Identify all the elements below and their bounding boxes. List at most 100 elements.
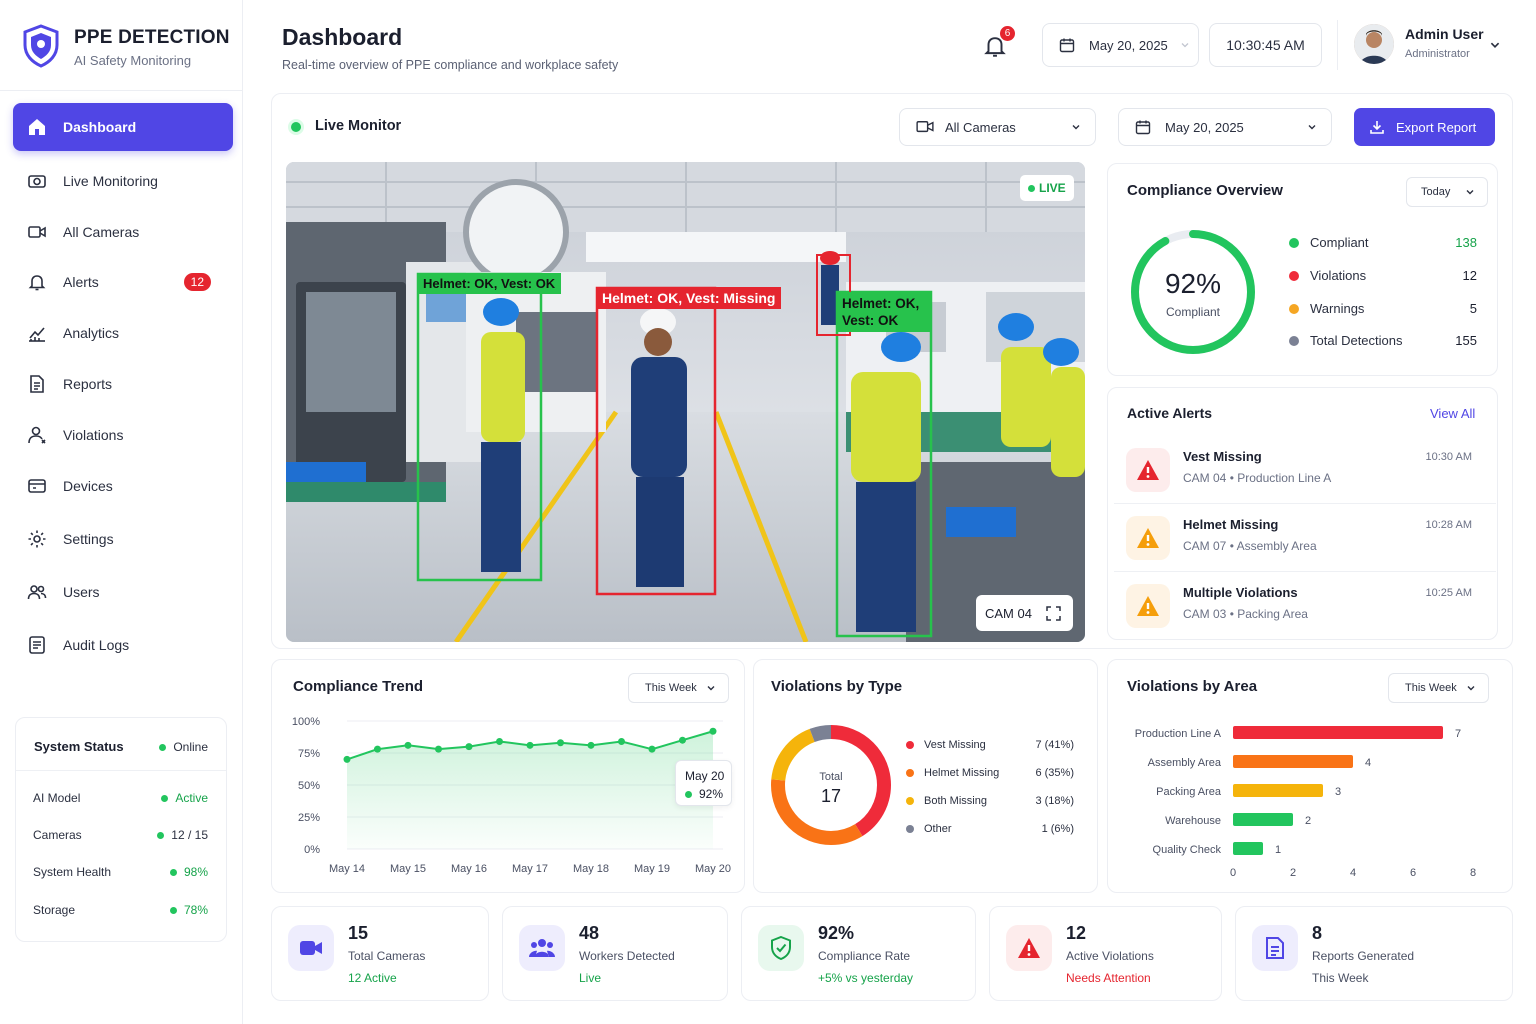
legend-value: 3 (18%) xyxy=(1035,795,1074,807)
nav-label: Dashboard xyxy=(63,119,137,135)
video-icon xyxy=(28,226,46,238)
header-date-picker[interactable]: May 20, 2025 xyxy=(1042,23,1199,67)
legend-value: 6 (35%) xyxy=(1035,767,1074,779)
system-status-card: System Status Online xyxy=(15,717,227,942)
kpi-value: 92% xyxy=(818,923,855,943)
nav-dashboard[interactable]: Dashboard xyxy=(13,103,233,151)
chevron-down-icon xyxy=(707,686,715,691)
ss-label-storage: Storage xyxy=(33,903,76,917)
chevron-down-icon xyxy=(1181,43,1189,48)
legend-value: 7 (41%) xyxy=(1035,739,1074,751)
trend-point xyxy=(435,745,442,753)
kpi-sub: Live xyxy=(579,971,602,985)
bar-value-label: 7 xyxy=(1455,728,1461,740)
report-icon xyxy=(30,375,44,393)
monitor-date-select[interactable]: May 20, 2025 xyxy=(1118,108,1332,146)
alert-item[interactable]: Multiple Violations CAM 03 • Packing Are… xyxy=(1114,572,1496,640)
nav-violations[interactable]: Violations xyxy=(13,411,233,459)
kpi-sub: Needs Attention xyxy=(1066,971,1151,985)
nav-analytics[interactable]: Analytics xyxy=(13,309,233,357)
tooltip-date: May 20 xyxy=(685,769,725,783)
legend-label: Both Missing xyxy=(924,795,987,807)
camera-feed[interactable]: Helmet: OK, Vest: OK Helmet: OK, Vest: M… xyxy=(286,162,1085,642)
kpi-workers-detected: 48 Workers Detected Live xyxy=(502,906,728,1001)
y-tick-label: 25% xyxy=(298,812,320,824)
donut-total-label: Total xyxy=(819,771,843,783)
kpi-active-violations: 12 Active Violations Needs Attention xyxy=(989,906,1222,1001)
bar xyxy=(1233,813,1293,826)
nav-audit-logs[interactable]: Audit Logs xyxy=(13,621,233,669)
bar xyxy=(1233,726,1443,739)
video-icon xyxy=(288,925,334,971)
compliance-period-select[interactable]: Today xyxy=(1406,177,1488,207)
nav-users[interactable]: Users xyxy=(13,568,233,616)
log-icon xyxy=(29,636,45,654)
nav-devices[interactable]: Devices xyxy=(13,462,233,510)
kpi-sub: This Week xyxy=(1312,971,1369,985)
analytics-icon xyxy=(29,327,45,342)
bar-value-label: 4 xyxy=(1365,757,1371,769)
live-monitor-title: Live Monitor xyxy=(315,118,402,134)
bell-icon xyxy=(28,275,46,291)
nav-alerts[interactable]: Alerts 12 xyxy=(13,258,233,306)
nav-label: Audit Logs xyxy=(63,637,130,653)
kpi-total-cameras: 15 Total Cameras 12 Active xyxy=(271,906,489,1001)
x-tick-label: May 18 xyxy=(573,863,609,875)
kpi-value: 12 xyxy=(1066,923,1087,943)
compliance-value-total: 155 xyxy=(1455,333,1477,348)
kpi-value: 15 xyxy=(348,923,369,943)
chevron-down-icon xyxy=(1072,125,1080,130)
nav-label: Devices xyxy=(63,478,113,494)
camera-select[interactable]: All Cameras xyxy=(899,108,1096,146)
compliance-percent: 92% xyxy=(1164,268,1222,299)
chevron-down-icon[interactable] xyxy=(1489,39,1501,51)
trend-point xyxy=(343,755,351,763)
nav-label: Settings xyxy=(63,531,114,547)
alert-item[interactable]: Helmet Missing CAM 07 • Assembly Area 10… xyxy=(1114,504,1496,572)
x-tick-label: May 14 xyxy=(329,863,365,875)
nav-reports[interactable]: Reports xyxy=(13,360,233,408)
trend-tooltip: May 20 92% xyxy=(675,760,732,806)
legend-label: Vest Missing xyxy=(924,739,986,751)
kpi-value: 48 xyxy=(579,923,600,943)
legend-label: Other xyxy=(924,823,952,835)
nav-label: Analytics xyxy=(63,325,120,341)
nav-settings[interactable]: Settings xyxy=(13,515,233,563)
compliance-row-warnings: Warnings xyxy=(1289,301,1364,316)
nav-live-monitoring[interactable]: Live Monitoring xyxy=(13,157,233,205)
kpi-reports-generated: 8 Reports Generated This Week xyxy=(1235,906,1513,1001)
export-report-button[interactable]: Export Report xyxy=(1354,108,1495,146)
tooltip-value: 92% xyxy=(685,787,723,801)
avatar[interactable] xyxy=(1354,24,1394,64)
chevron-down-icon xyxy=(1466,190,1474,195)
compliance-gauge xyxy=(1131,230,1255,354)
view-all-link[interactable]: View All xyxy=(1430,406,1476,421)
trend-point xyxy=(465,743,473,751)
fullscreen-icon[interactable] xyxy=(1046,605,1061,621)
x-tick-label: May 19 xyxy=(634,863,670,875)
x-tick-label: May 16 xyxy=(451,863,487,875)
bar-category-label: Quality Check xyxy=(1153,844,1222,856)
users-icon xyxy=(27,585,47,600)
alert-item[interactable]: Vest Missing CAM 04 • Production Line A … xyxy=(1114,436,1496,504)
trend-period-select[interactable]: This Week xyxy=(628,673,729,703)
shield-check-icon xyxy=(758,925,804,971)
bar-value-label: 1 xyxy=(1275,844,1281,856)
x-tick-label: May 17 xyxy=(512,863,548,875)
nav-all-cameras[interactable]: All Cameras xyxy=(13,208,233,256)
legend-label: Helmet Missing xyxy=(924,767,1000,779)
live-status-dot xyxy=(291,122,301,132)
kpi-label: Compliance Rate xyxy=(818,949,911,963)
users-icon xyxy=(519,925,565,971)
compliance-value-compliant: 138 xyxy=(1455,235,1477,250)
camera-label: CAM 04 xyxy=(985,605,1032,621)
x-tick-label: 2 xyxy=(1290,867,1296,879)
trend-point xyxy=(496,737,503,745)
area-period-select[interactable]: This Week xyxy=(1388,673,1489,703)
notifications-button[interactable]: 6 xyxy=(980,26,1015,60)
trend-area xyxy=(347,731,713,849)
nav-label: All Cameras xyxy=(63,224,140,240)
violations-donut-chart xyxy=(771,725,891,845)
warning-icon xyxy=(1126,516,1170,560)
ss-value-storage: 78% xyxy=(169,903,208,917)
